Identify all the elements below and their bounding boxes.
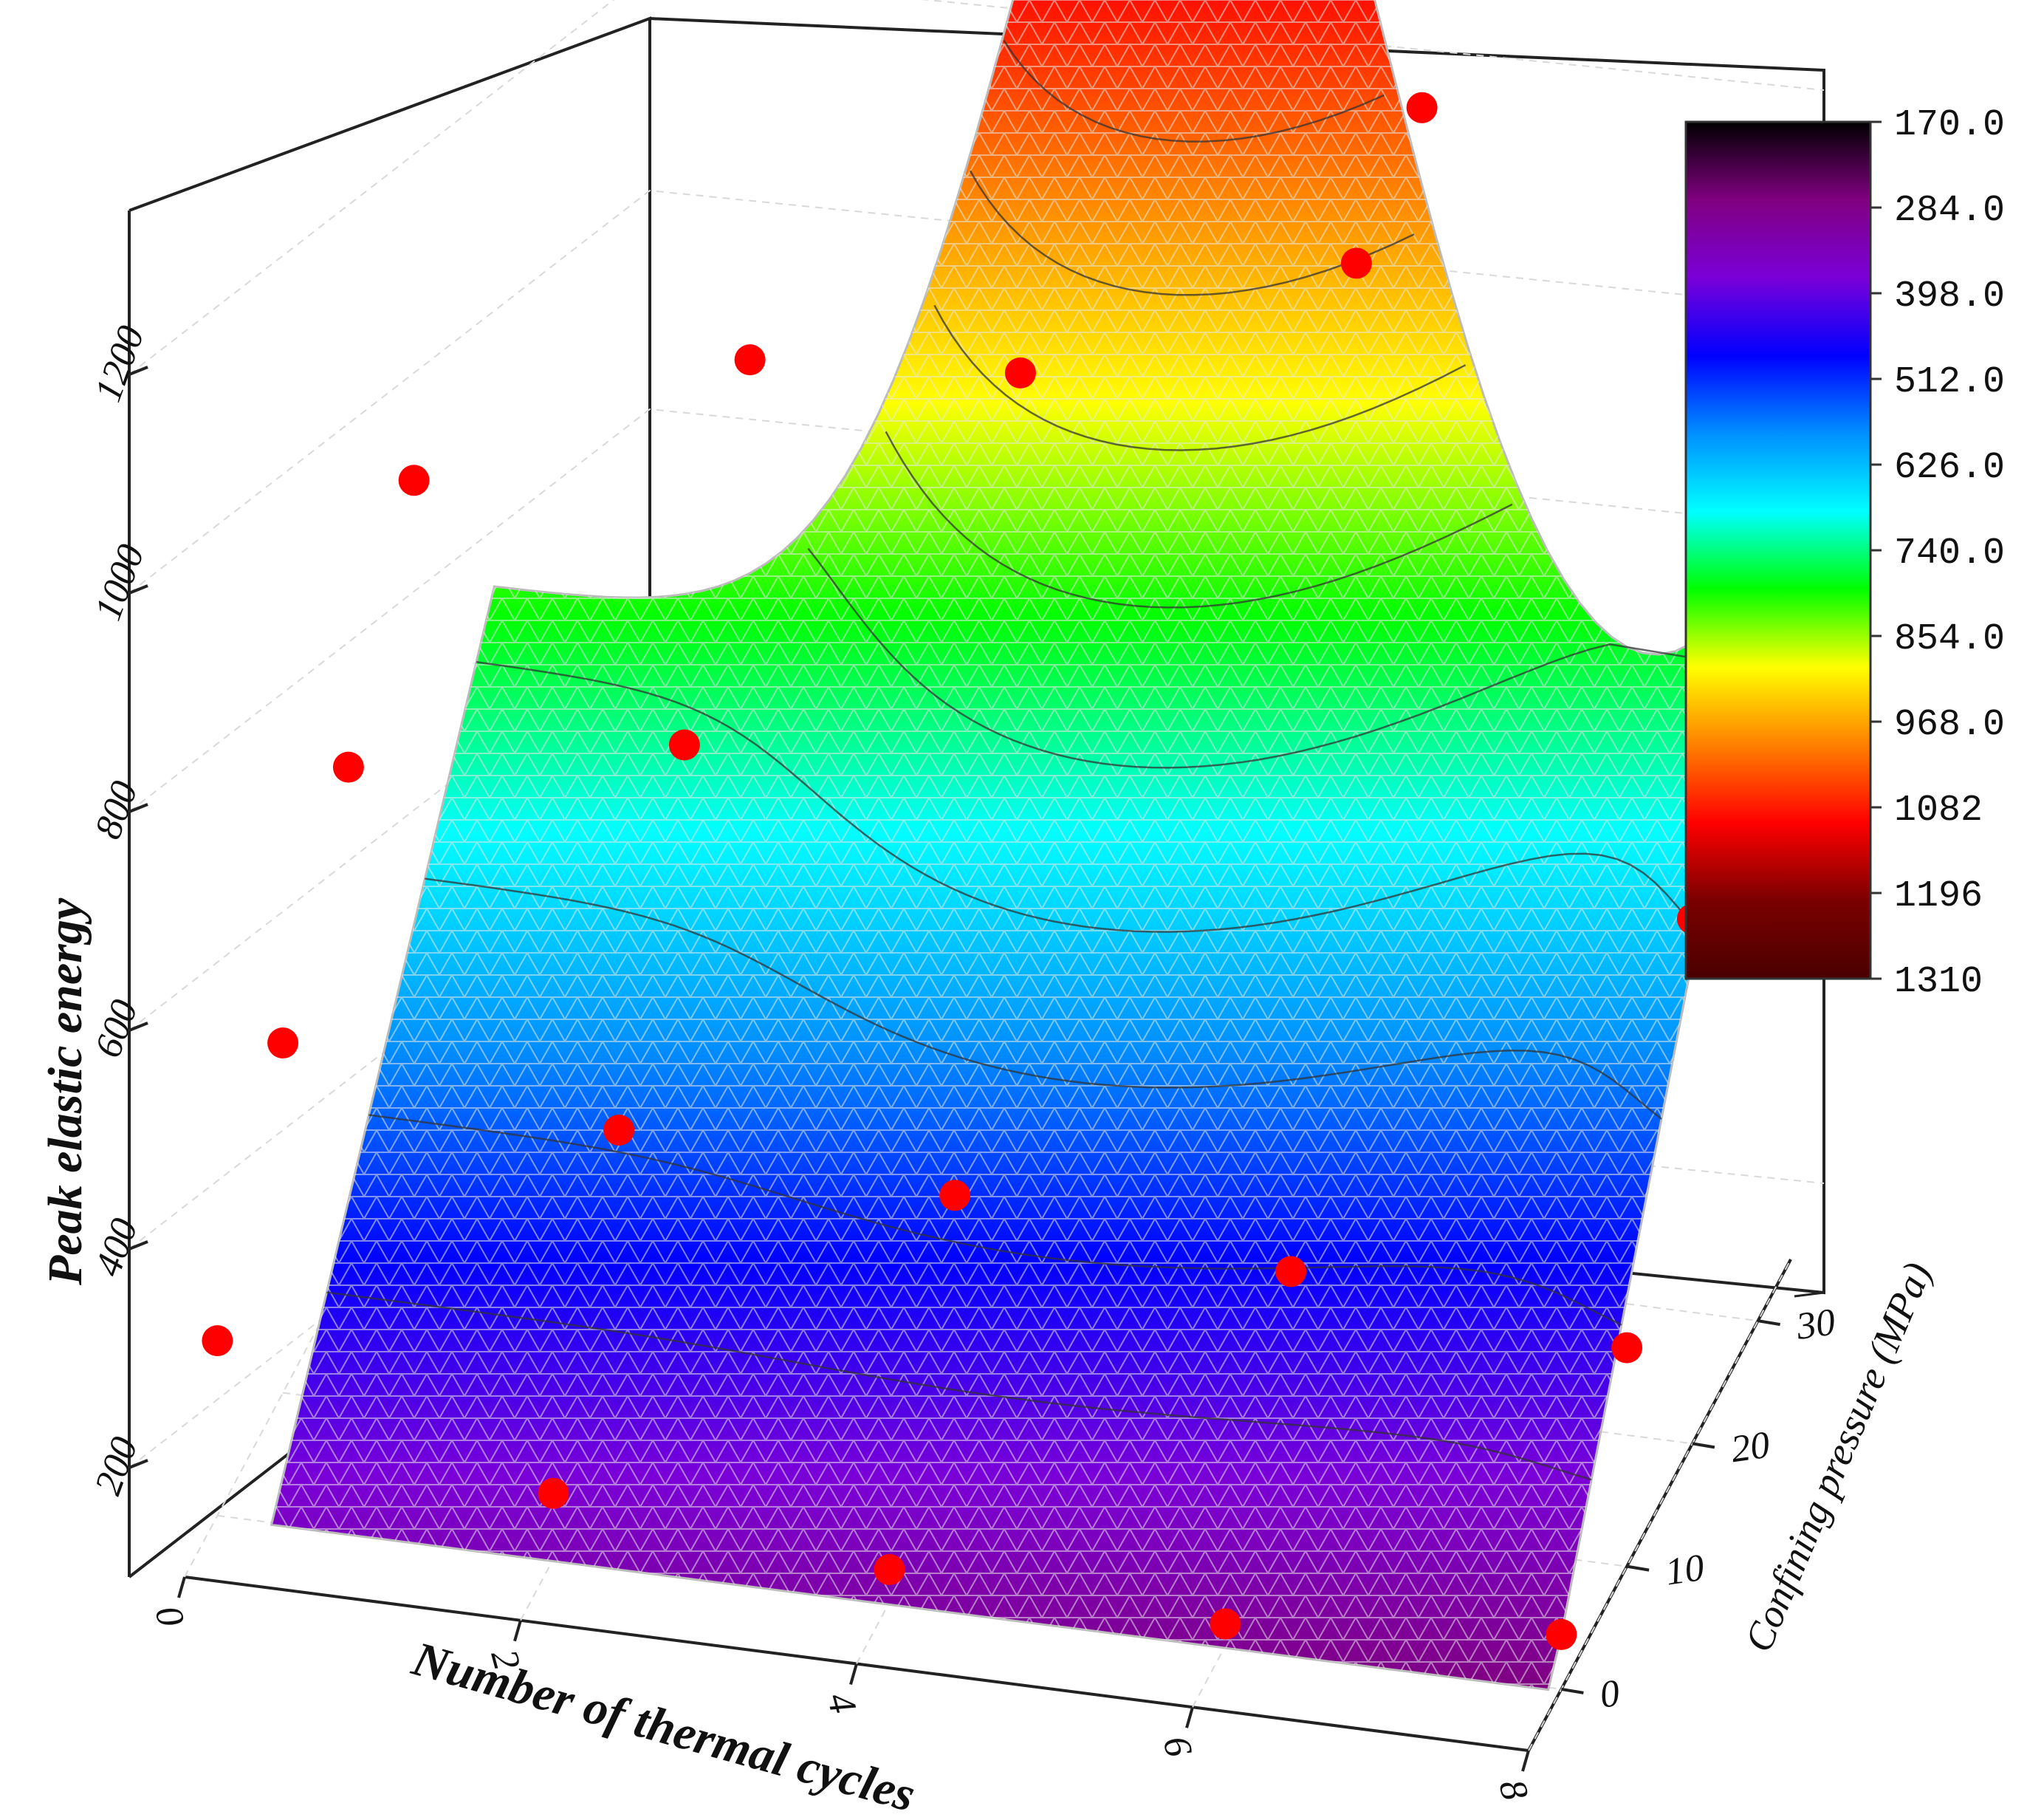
x-tick	[849, 1663, 858, 1686]
y-axis-title: Peak elastic energy	[38, 897, 92, 1286]
y-gridline	[128, 0, 1825, 375]
floor-right-edge	[1527, 1259, 1792, 1751]
colorbar-ticks: 170.0 284.0 398.0 512.0 626.0 740.0 854.0 968.0…	[1870, 104, 2005, 1003]
z-tick	[1626, 1564, 1650, 1572]
x-tick	[1521, 1750, 1530, 1772]
x-tick	[1185, 1706, 1194, 1728]
colorbar-label: 626.0	[1894, 447, 2005, 489]
colorbar-label: 170.0	[1894, 104, 2005, 146]
contour-line	[326, 1291, 1592, 1481]
colorbar-label: 1082	[1894, 790, 1983, 832]
contour-line	[969, 170, 1415, 296]
data-point	[1275, 1256, 1307, 1287]
x-tick-label: 0	[146, 1601, 192, 1631]
colorbar-label: 1196	[1894, 875, 1983, 917]
data-point	[939, 1180, 971, 1211]
data-point	[267, 1027, 299, 1058]
contour-lines	[326, 40, 1739, 1481]
colorbar: 170.0 284.0 398.0 512.0 626.0 740.0 854.0 968.0…	[1684, 104, 2005, 1003]
x-axis-title: Number of thermal cycles	[406, 1632, 921, 1820]
data-point	[538, 1477, 569, 1509]
colorbar-label: 398.0	[1894, 276, 2005, 318]
data-point	[874, 1554, 905, 1585]
contour-line	[425, 878, 1662, 1120]
colorbar-label: 854.0	[1894, 618, 2005, 660]
y-tick	[128, 1240, 148, 1251]
data-point	[1210, 1608, 1241, 1640]
y-tick-label: 200	[87, 1431, 146, 1500]
y-tick-label: 400	[87, 1213, 146, 1282]
z-tick-label: 20	[1729, 1424, 1772, 1471]
scatter-points	[202, 92, 1774, 1650]
colorbar-bar	[1684, 120, 1872, 980]
y-tick-label: 600	[87, 994, 146, 1063]
colorbar-label: 1310	[1894, 961, 1983, 1003]
surface-mesh	[271, 0, 1772, 1690]
data-point	[603, 1115, 635, 1146]
x-tick-label: 4	[818, 1689, 864, 1718]
y-tick-label: 800	[87, 776, 146, 844]
y-tick	[128, 1459, 148, 1469]
z-tick-label: 10	[1663, 1547, 1707, 1594]
colorbar-label: 512.0	[1894, 361, 2005, 403]
floor-back-edge	[1794, 1291, 1825, 1298]
contour-line	[1003, 40, 1385, 143]
data-point	[1340, 247, 1372, 279]
data-point	[668, 729, 700, 761]
y-tick	[128, 803, 148, 813]
contour-line	[933, 304, 1467, 451]
y-tick	[128, 1022, 148, 1032]
x-tick	[177, 1576, 186, 1598]
colorbar-label: 968.0	[1894, 704, 2005, 746]
contour-line	[368, 1114, 1622, 1326]
x-tick	[513, 1620, 522, 1642]
y-gridline	[128, 408, 1825, 812]
z-tick-label: 0	[1597, 1672, 1622, 1717]
contour-line	[476, 661, 1699, 933]
y-tick	[128, 584, 148, 595]
z-tick	[1757, 1319, 1780, 1327]
data-point	[1546, 1618, 1577, 1650]
colorbar-label: 284.0	[1894, 190, 2005, 232]
z-tick-label: 30	[1793, 1301, 1837, 1348]
data-point	[332, 751, 364, 783]
data-point	[398, 465, 430, 496]
y-tick	[128, 366, 148, 376]
surface	[270, 0, 1772, 1691]
data-point	[1004, 357, 1036, 389]
colorbar-label: 740.0	[1894, 533, 2005, 575]
z-tick	[1561, 1687, 1584, 1694]
z-tick	[1692, 1442, 1715, 1449]
x-tick-label: 8	[1490, 1775, 1536, 1804]
y-gridline	[128, 189, 1825, 594]
contour-line	[807, 547, 1739, 769]
x-tick-label: 6	[1154, 1732, 1200, 1762]
contour-line	[885, 431, 1513, 609]
data-point	[1406, 92, 1438, 123]
data-point	[202, 1325, 233, 1357]
data-point	[1611, 1332, 1643, 1364]
data-point	[734, 344, 766, 376]
